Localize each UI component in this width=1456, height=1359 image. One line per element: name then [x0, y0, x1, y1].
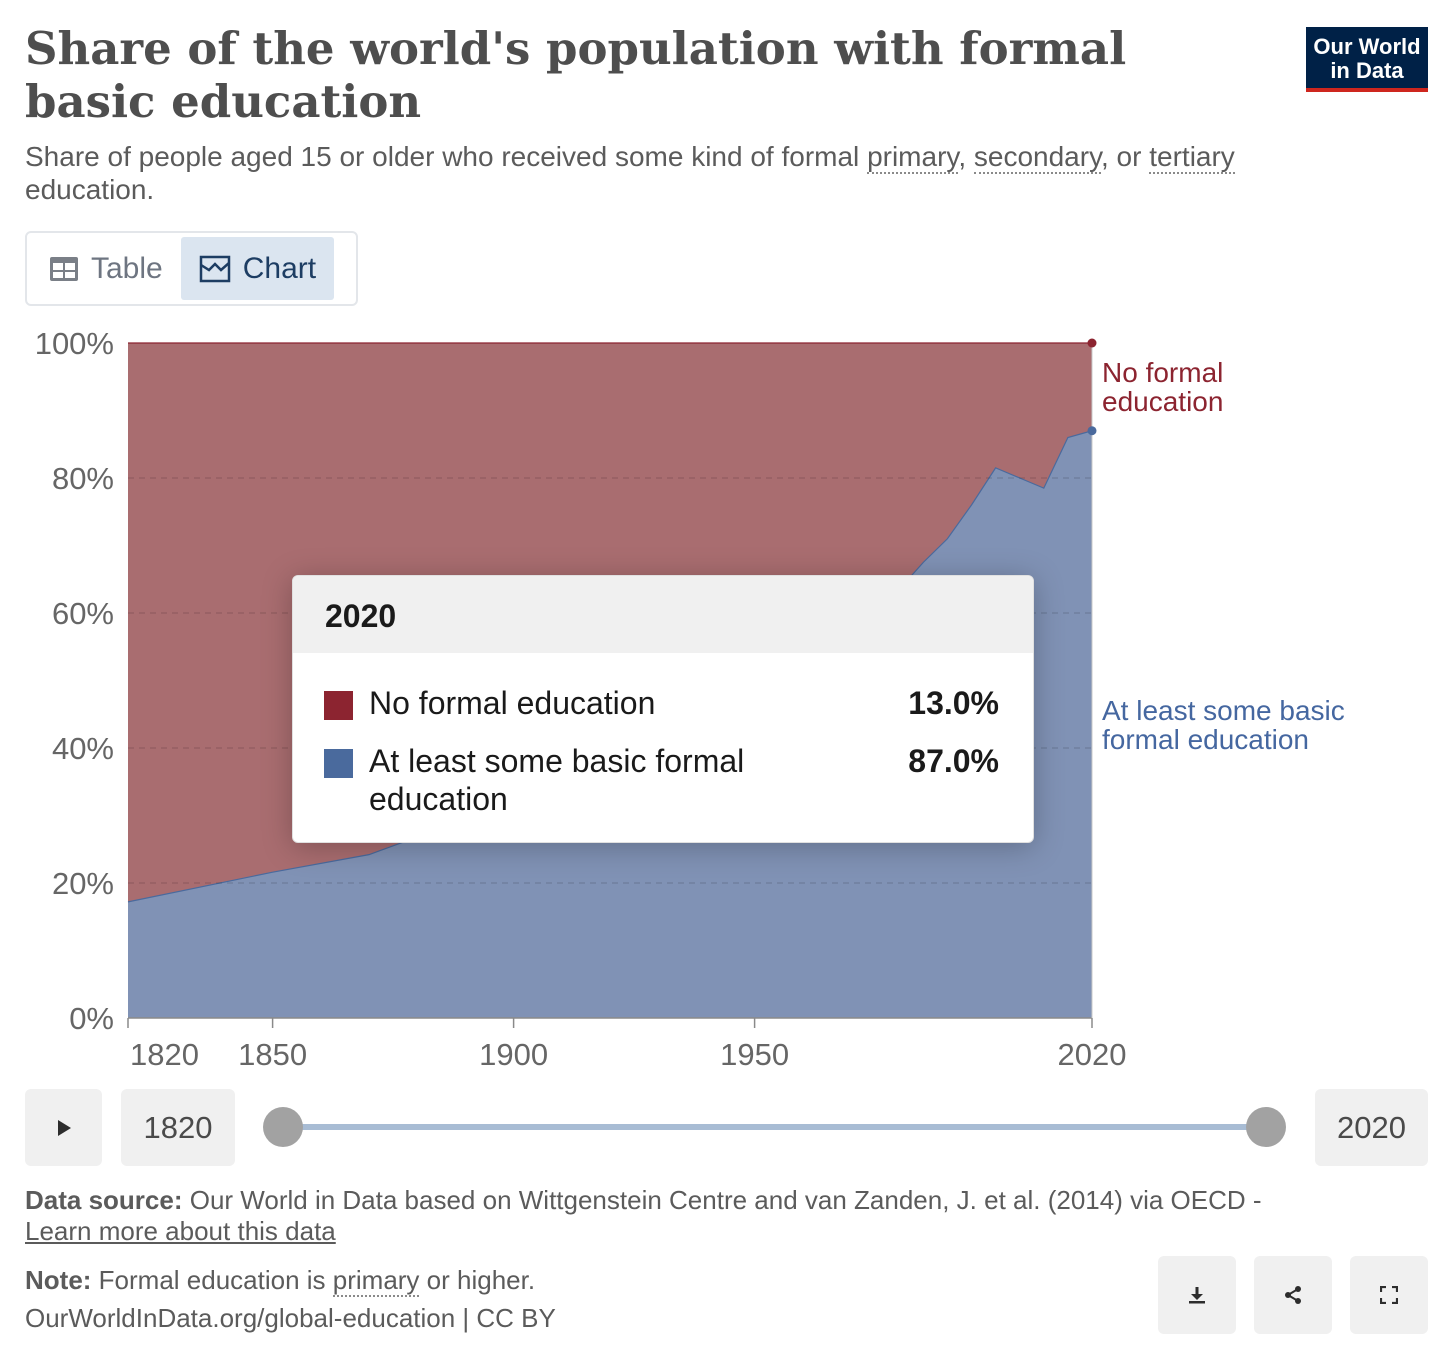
y-tick-label: 60% — [52, 596, 114, 631]
tooltip-value: 13.0% — [908, 685, 999, 721]
secondary-definition-link[interactable]: secondary — [973, 141, 1101, 174]
data-tooltip: 2020 No formal education 13.0% At least … — [292, 575, 1034, 843]
download-icon — [1189, 1287, 1205, 1304]
share-icon — [1285, 1286, 1301, 1304]
timeline-end-handle[interactable] — [1246, 1107, 1286, 1147]
subtitle-text: Share of people aged 15 or older who rec… — [25, 141, 868, 172]
end-label-basic-education: At least some basic — [1102, 695, 1345, 726]
primary-definition-link[interactable]: primary — [332, 1265, 420, 1297]
swatch-basic-education — [324, 749, 353, 778]
tooltip-year: 2020 — [293, 576, 1033, 653]
x-tick-label: 1850 — [238, 1037, 307, 1072]
tooltip-label: No formal education — [369, 685, 656, 721]
tab-table[interactable]: Table — [31, 237, 181, 300]
subtitle-separator: , or — [1101, 141, 1150, 172]
y-tick-label: 80% — [52, 461, 114, 496]
y-tick-label: 0% — [69, 1001, 114, 1036]
tooltip-label: At least some basic formal education — [369, 743, 745, 817]
tab-chart-label: Chart — [242, 251, 317, 285]
url-license[interactable]: OurWorldInData.org/global-education | CC… — [25, 1303, 556, 1333]
play-button[interactable] — [25, 1089, 102, 1166]
timeline-slider-track[interactable] — [283, 1124, 1267, 1130]
download-button[interactable] — [1158, 1256, 1236, 1334]
tooltip-row-basic-education: At least some basic formal education 87.… — [324, 742, 999, 822]
logo-line-1: Our World — [1313, 34, 1421, 59]
y-tick-label: 100% — [35, 326, 114, 361]
timeline-end-year[interactable]: 2020 — [1315, 1089, 1428, 1166]
x-tick-label: 1900 — [479, 1037, 548, 1072]
table-icon — [50, 256, 78, 281]
tab-chart[interactable]: Chart — [180, 237, 335, 300]
timeline-start-year[interactable]: 1820 — [121, 1089, 235, 1166]
view-tabs: Table Chart — [25, 231, 358, 306]
note-label: Note: — [25, 1265, 92, 1295]
y-tick-label: 40% — [52, 731, 114, 766]
learn-more-link[interactable]: Learn more about this data — [25, 1216, 336, 1246]
endpoint-basic-education — [1087, 426, 1097, 436]
swatch-no-education — [324, 691, 353, 720]
tertiary-definition-link[interactable]: tertiary — [1149, 141, 1235, 174]
end-label-no-education: education — [1102, 386, 1223, 417]
endpoint-no-education — [1087, 338, 1097, 348]
share-button[interactable] — [1254, 1256, 1332, 1334]
owid-logo[interactable]: Our World in Data — [1306, 27, 1428, 92]
source-label: Data source: — [25, 1185, 183, 1215]
fullscreen-icon — [1380, 1286, 1398, 1304]
axes: 0% 20% 40% 60% 80% 100% 1820 1850 1900 1950 2020 — [35, 326, 1127, 1072]
end-label-basic-education: formal education — [1102, 724, 1309, 755]
source-text: Our World in Data based on Wittgenstein … — [182, 1185, 1262, 1215]
data-source: Data source: Our World in Data based on … — [25, 1185, 1405, 1247]
y-tick-label: 20% — [52, 866, 114, 901]
logo-line-2: in Data — [1330, 58, 1404, 83]
chart-icon — [199, 255, 230, 282]
subtitle-ending: education. — [25, 174, 155, 205]
x-tick-label: 1820 — [130, 1037, 199, 1072]
x-tick-label: 1950 — [720, 1037, 789, 1072]
fullscreen-button[interactable] — [1350, 1256, 1428, 1334]
timeline-start-handle[interactable] — [263, 1107, 303, 1147]
note: Note: Formal education is primary or hig… — [25, 1265, 1125, 1297]
end-label-no-education: No formal — [1102, 357, 1223, 388]
x-tick-label: 2020 — [1058, 1037, 1127, 1072]
chart-subtitle: Share of people aged 15 or older who rec… — [25, 140, 1305, 206]
tooltip-value: 87.0% — [908, 743, 999, 779]
tooltip-row-no-education: No formal education 13.0% — [324, 684, 999, 724]
area-basic-education — [128, 430, 1092, 1018]
chart-title: Share of the world's population with for… — [25, 22, 1127, 128]
note-ending: or higher. — [419, 1265, 536, 1295]
tab-table-label: Table — [91, 251, 163, 285]
play-icon — [57, 1119, 71, 1136]
note-text: Formal education is — [91, 1265, 333, 1295]
primary-definition-link[interactable]: primary — [867, 141, 959, 174]
subtitle-separator: , — [958, 141, 974, 172]
